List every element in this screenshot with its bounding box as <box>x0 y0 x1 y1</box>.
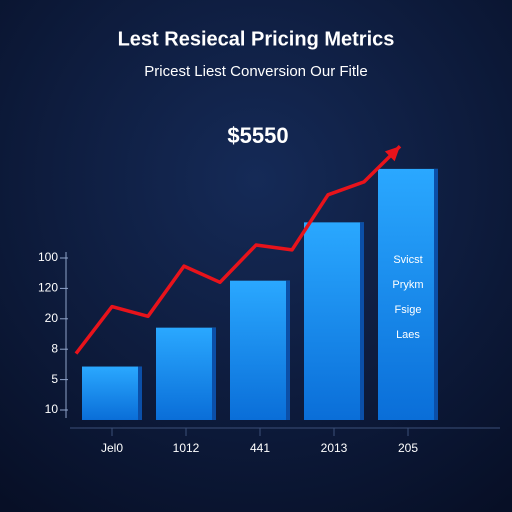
chart-title: Lest Resiecal Pricing Metrics <box>118 28 395 50</box>
bar <box>378 168 438 420</box>
trend-line <box>74 144 402 355</box>
bar-text: Svicst <box>393 254 422 266</box>
x-tick-label: 441 <box>250 441 270 455</box>
y-tick-label: 5 <box>51 372 58 386</box>
bar <box>156 327 216 420</box>
bar-side <box>138 366 142 420</box>
x-tick-label: 1012 <box>173 441 200 455</box>
chart-subtitle: Pricest Liest Conversion Our Fitle <box>144 63 367 80</box>
bar-text: Fsige <box>395 304 422 316</box>
y-tick-label: 20 <box>45 311 59 325</box>
bar-side <box>434 168 438 420</box>
bar <box>304 222 364 420</box>
y-tick-label: 100 <box>38 250 58 264</box>
bar <box>82 366 142 420</box>
trend-arrowhead <box>384 146 400 162</box>
x-tick-label: Jel0 <box>101 441 123 455</box>
bar-text: Prykm <box>392 279 423 291</box>
annotation: $5550 <box>227 123 288 148</box>
bar-side <box>360 222 364 420</box>
bar-side <box>212 327 216 420</box>
x-tick-label: 2013 <box>321 441 348 455</box>
bar-text: Laes <box>396 329 420 341</box>
x-tick-label: 205 <box>398 441 418 455</box>
bar <box>230 280 290 420</box>
y-tick-label: 10 <box>45 402 59 416</box>
y-tick-label: 120 <box>38 281 58 295</box>
y-tick-label: 8 <box>51 341 58 355</box>
bar-side <box>286 280 290 420</box>
